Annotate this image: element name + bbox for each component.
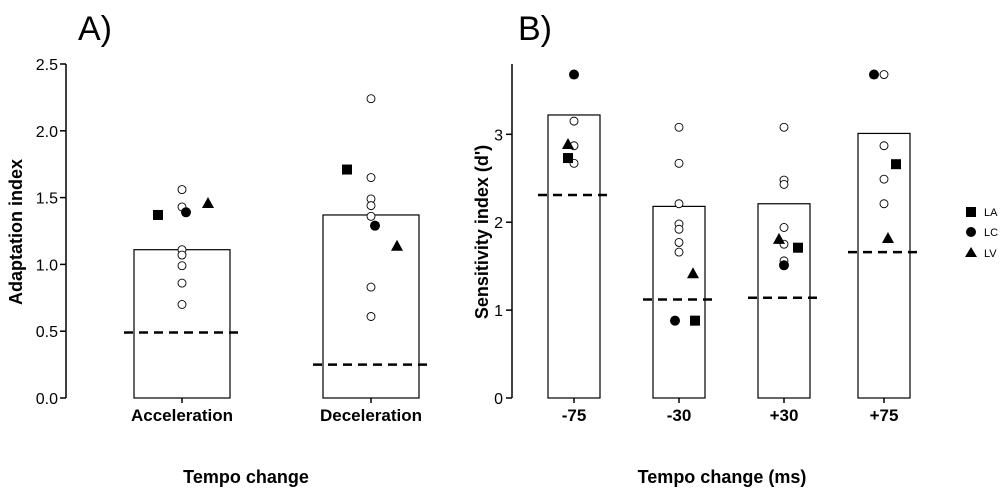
legend-label-lv: LV xyxy=(984,248,997,260)
y-tick-label: 1 xyxy=(494,303,503,320)
lv-triangle-point xyxy=(687,267,699,279)
panel-a-ylabel: Adaptation index xyxy=(6,159,26,305)
panel-a-xlabel: Tempo change xyxy=(183,467,309,487)
open-point xyxy=(177,185,187,195)
open-point xyxy=(674,224,684,234)
la-square-point xyxy=(342,164,352,175)
y-tick-label: 0.5 xyxy=(36,324,58,341)
lv-triangle-point xyxy=(391,239,403,251)
y-tick-label: 2.0 xyxy=(36,124,58,141)
open-point xyxy=(366,94,376,104)
x-tick-label: -30 xyxy=(667,406,692,425)
x-tick-label: Acceleration xyxy=(131,406,233,425)
open-point xyxy=(779,179,789,189)
bar xyxy=(547,114,601,399)
la-square-point xyxy=(690,315,700,326)
open-point xyxy=(366,173,376,183)
open-point xyxy=(177,278,187,288)
y-tick-label: 2.5 xyxy=(36,57,58,74)
open-point xyxy=(674,247,684,257)
legend-circle-marker xyxy=(966,227,976,237)
y-tick-label: 1.0 xyxy=(36,257,58,274)
bar xyxy=(857,132,911,399)
la-square-point xyxy=(563,153,573,164)
open-point xyxy=(177,300,187,309)
y-tick-label: 0.0 xyxy=(36,391,58,408)
lc-circle-point xyxy=(869,69,879,80)
open-point xyxy=(674,158,684,168)
lv-triangle-point xyxy=(882,232,894,244)
open-point xyxy=(879,141,889,151)
panel-a-plot: 0.0 0.5 1.0 1.5 2.0 2.5 Acceleration Decelerati… xyxy=(36,57,429,425)
lc-circle-point xyxy=(370,220,380,231)
open-point xyxy=(366,312,376,321)
legend-label-la: LA xyxy=(984,207,998,219)
open-point xyxy=(779,223,789,232)
y-tick-label: 2 xyxy=(494,215,503,232)
legend-label-lc: LC xyxy=(984,227,998,239)
la-square-point xyxy=(153,209,163,220)
lc-circle-point xyxy=(670,315,680,326)
la-square-point xyxy=(891,159,901,170)
panel-b-plot: 0 1 2 3 -75 -30 +30 +75 xyxy=(494,69,920,425)
open-point xyxy=(366,211,376,221)
open-point xyxy=(674,237,684,247)
legend-triangle-marker xyxy=(965,247,977,257)
y-tick-label: 0 xyxy=(494,391,503,408)
open-point xyxy=(879,199,889,209)
la-square-point xyxy=(793,242,803,253)
lc-circle-point xyxy=(779,260,789,271)
x-tick-label: +75 xyxy=(870,406,899,425)
legend: LA LC LV xyxy=(965,207,998,260)
open-point xyxy=(569,116,579,126)
open-point xyxy=(674,122,684,132)
x-tick-label: -75 xyxy=(562,406,587,425)
open-point xyxy=(674,199,684,209)
open-point xyxy=(366,201,376,211)
bar xyxy=(133,249,231,399)
x-tick-label: +30 xyxy=(770,406,799,425)
lc-circle-point xyxy=(569,69,579,80)
panel-b-ylabel: Sensitivity index (d') xyxy=(472,145,492,319)
y-tick-label: 1.5 xyxy=(36,191,58,208)
bar xyxy=(757,203,811,399)
open-point xyxy=(177,250,187,260)
lv-triangle-point xyxy=(202,196,214,208)
lc-circle-point xyxy=(181,207,191,218)
x-tick-label: Deceleration xyxy=(320,406,422,425)
y-tick-label: 3 xyxy=(494,127,503,144)
open-point xyxy=(177,261,187,271)
panel-b-xlabel: Tempo change (ms) xyxy=(638,467,807,487)
open-point xyxy=(366,282,376,292)
panel-b-label: B) xyxy=(518,10,552,48)
lv-triangle-point xyxy=(562,137,574,149)
lv-triangle-point xyxy=(773,232,785,244)
legend-square-marker xyxy=(966,207,976,217)
open-point xyxy=(779,122,789,132)
bar xyxy=(322,214,420,399)
bar xyxy=(652,205,706,399)
panel-a-label: A) xyxy=(78,10,112,48)
open-point xyxy=(879,174,889,184)
open-point xyxy=(879,70,889,79)
